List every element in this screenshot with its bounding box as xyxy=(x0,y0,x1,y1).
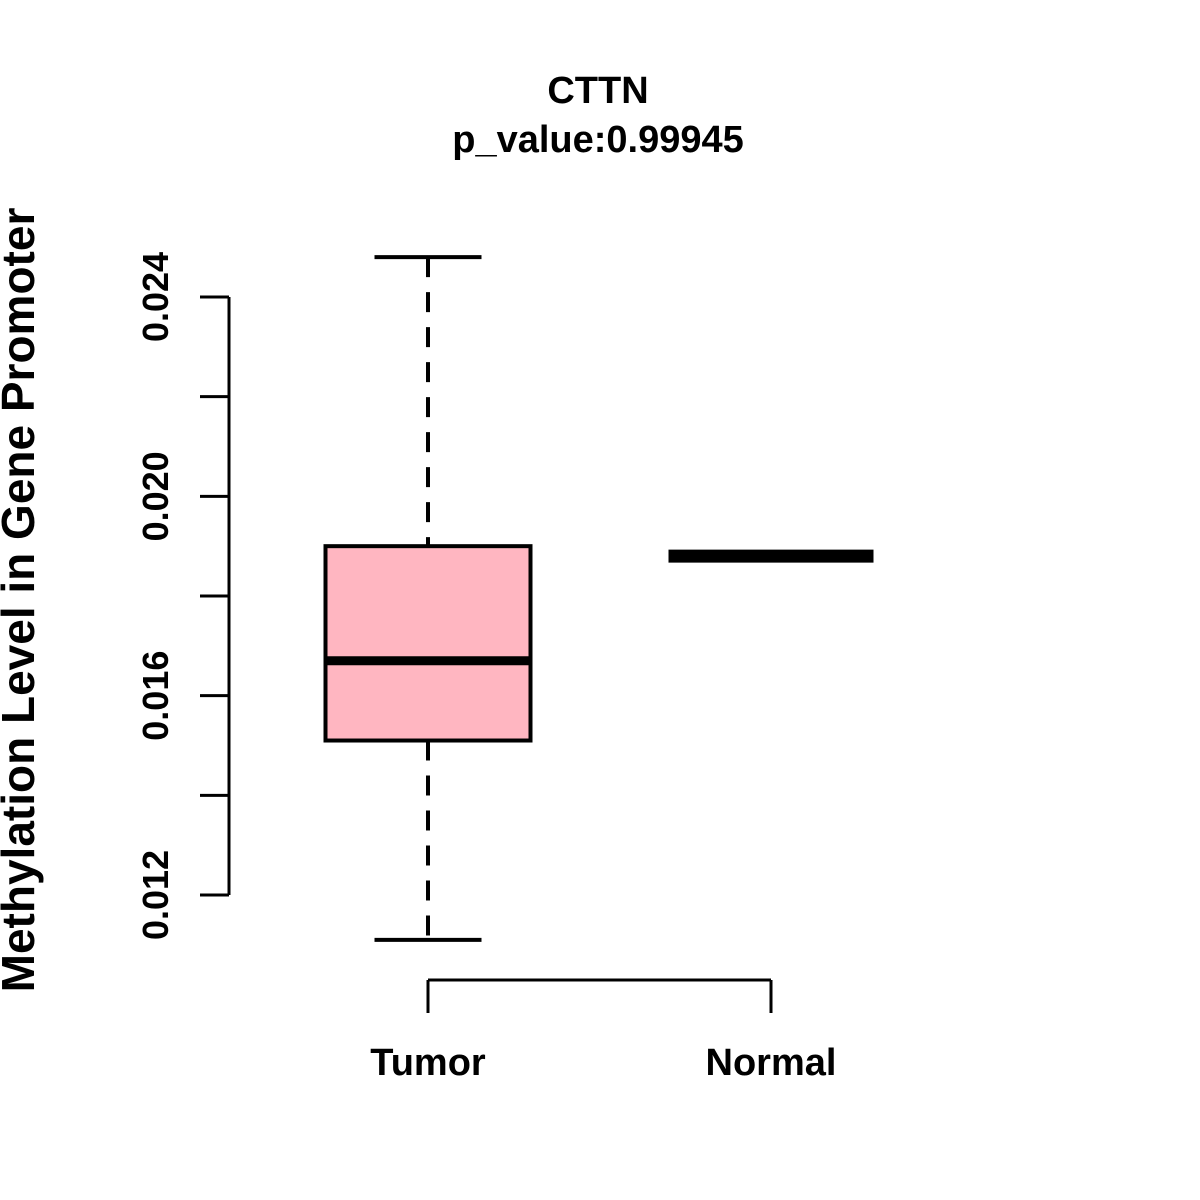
x-axis xyxy=(426,978,773,1013)
box-group-tumor xyxy=(323,255,533,942)
y-tick-label: 0.020 xyxy=(135,451,176,541)
y-axis-title: Methylation Level in Gene Promoter xyxy=(0,208,44,993)
y-tick-label: 0.024 xyxy=(135,252,176,342)
x-category-label-tumor: Tumor xyxy=(370,1042,486,1084)
iqr-box xyxy=(323,544,533,743)
y-tick-label: 0.016 xyxy=(135,651,176,741)
chart-subtitle: p_value:0.99945 xyxy=(452,119,744,161)
chart-title: CTTN xyxy=(547,70,648,112)
y-axis: 0.012 0.016 0.020 0.024 xyxy=(135,252,231,940)
x-category-labels: Tumor Normal xyxy=(370,1042,836,1084)
box-groups xyxy=(323,255,874,942)
y-tick-label: 0.012 xyxy=(135,850,176,940)
x-category-label-normal: Normal xyxy=(706,1042,837,1084)
